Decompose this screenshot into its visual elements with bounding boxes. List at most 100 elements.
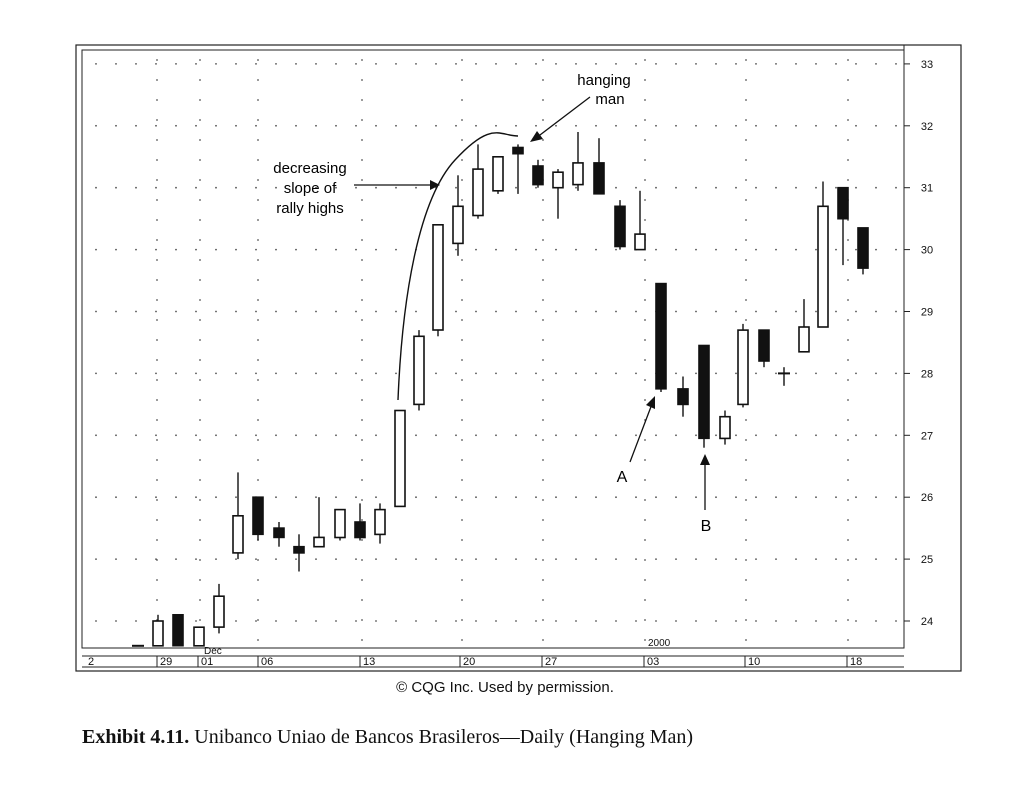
grid-dot — [495, 620, 497, 622]
grid-dot — [199, 619, 201, 621]
grid-dot — [175, 496, 177, 499]
candle-body — [472, 168, 484, 217]
grid-dot — [644, 539, 646, 541]
label-a: A — [617, 469, 628, 486]
grid-dot — [199, 339, 201, 341]
grid-dot — [415, 496, 417, 499]
grid-dot — [542, 379, 544, 381]
grid-dot — [745, 459, 747, 461]
grid-dot — [675, 558, 677, 560]
grid-dot — [235, 186, 237, 189]
grid-dot — [535, 434, 537, 437]
grid-dot — [895, 434, 897, 437]
grid-dot — [435, 620, 437, 622]
grid-dot — [542, 459, 544, 461]
grid-dot — [635, 186, 637, 189]
grid-dot — [535, 310, 537, 313]
grid-dot — [495, 558, 497, 560]
grid-dot — [495, 434, 497, 437]
grid-dot — [775, 372, 777, 375]
grid-dot — [195, 248, 197, 251]
grid-dot — [95, 186, 97, 189]
grid-dot — [156, 359, 158, 361]
grid-dot — [335, 63, 337, 65]
y-tick-label: 24 — [921, 616, 933, 628]
candle — [798, 299, 810, 353]
grid-dot — [575, 248, 577, 251]
grid-dot — [199, 579, 201, 581]
grid-dot — [735, 248, 737, 251]
grid-dot — [715, 434, 717, 437]
grid-dot — [295, 434, 297, 437]
grid-dot — [235, 124, 237, 127]
grid-dot — [395, 620, 397, 622]
label-b: B — [701, 518, 712, 535]
candle-body — [374, 508, 386, 536]
grid-dot — [695, 558, 697, 560]
grid-dot — [435, 434, 437, 437]
grid-dot — [815, 186, 817, 189]
grid-dot — [795, 372, 797, 375]
grid-dot — [199, 379, 201, 381]
grid-dot — [775, 496, 777, 499]
grid-dot — [855, 186, 857, 189]
x-tick-label: 2 — [88, 656, 94, 668]
grid-dot — [355, 63, 357, 65]
candle-body — [193, 626, 205, 647]
grid-dot — [461, 319, 463, 321]
grid-dot — [135, 63, 137, 65]
grid-dot — [847, 119, 849, 121]
grid-dot — [635, 620, 637, 622]
grid-dot — [795, 434, 797, 437]
grid-dot — [215, 124, 217, 127]
candle — [213, 583, 225, 634]
credit-line: © CQG Inc. Used by permission. — [396, 679, 614, 696]
grid-dot — [257, 299, 259, 301]
grid-dot — [655, 496, 657, 499]
grid-dot — [235, 372, 237, 375]
grid-dot — [644, 179, 646, 181]
candle-body — [593, 162, 605, 195]
candle — [778, 367, 790, 386]
grid-dot — [195, 63, 197, 65]
grid-dot — [775, 310, 777, 313]
grid-dot — [745, 239, 747, 241]
grid-dot — [535, 620, 537, 622]
grid-dot — [745, 79, 747, 81]
x-tick-label: 29 — [160, 656, 172, 668]
grid-dot — [542, 399, 544, 401]
grid-dot — [745, 619, 747, 621]
grid-dot — [257, 139, 259, 141]
grid-dot — [461, 99, 463, 101]
grid-dot — [199, 159, 201, 161]
grid-dot — [535, 558, 537, 560]
x-tick-label: 13 — [363, 656, 375, 668]
grid-dot — [361, 459, 363, 461]
grid-dot — [895, 186, 897, 189]
grid-dot — [115, 248, 117, 251]
grid-dot — [542, 119, 544, 121]
hanging-man-arrow — [535, 96, 591, 139]
grid-dot — [257, 239, 259, 241]
grid-dot — [895, 372, 897, 375]
grid-dot — [475, 434, 477, 437]
candle-body — [572, 162, 584, 186]
candle — [698, 344, 710, 448]
grid-dot — [257, 219, 259, 221]
grid-dot — [415, 310, 417, 313]
grid-dot — [715, 248, 717, 251]
grid-dot — [575, 496, 577, 499]
grid-dot — [461, 479, 463, 481]
grid-dot — [199, 99, 201, 101]
grid-dot — [555, 124, 557, 127]
grid-dot — [199, 139, 201, 141]
grid-dot — [745, 599, 747, 601]
grid-dot — [155, 372, 157, 375]
candle-body — [719, 415, 731, 440]
grid-dot — [355, 620, 357, 622]
grid-dot — [395, 310, 397, 313]
x-tick-label: 27 — [545, 656, 557, 668]
grid-dot — [199, 559, 201, 561]
grid-dot — [115, 496, 117, 499]
grid-dot — [195, 496, 197, 499]
